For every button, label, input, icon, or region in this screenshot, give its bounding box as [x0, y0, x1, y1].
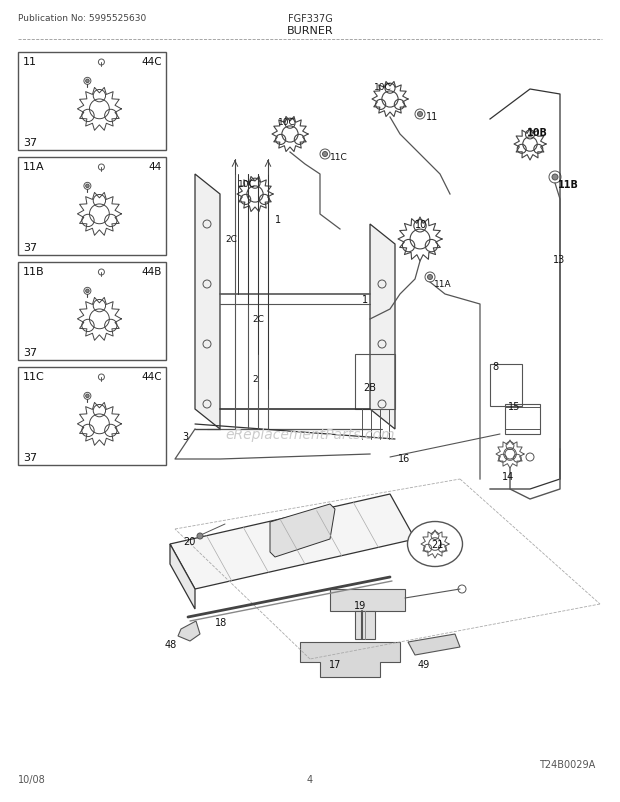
Text: 11: 11: [426, 111, 438, 122]
Text: 37: 37: [23, 452, 37, 463]
Text: 1: 1: [275, 215, 281, 225]
Text: 48: 48: [165, 639, 177, 649]
Text: 13: 13: [553, 255, 565, 265]
Text: 21: 21: [431, 539, 443, 549]
Polygon shape: [370, 225, 395, 429]
Text: 44: 44: [149, 162, 162, 172]
Text: T24B0029A: T24B0029A: [539, 759, 595, 769]
Circle shape: [417, 112, 422, 117]
Polygon shape: [195, 175, 220, 429]
Text: 10C: 10C: [278, 118, 296, 127]
Bar: [355, 354, 395, 410]
Text: 11A: 11A: [23, 162, 45, 172]
Polygon shape: [178, 622, 200, 642]
Bar: [18, 53, 166, 151]
Text: 10: 10: [415, 220, 427, 229]
Text: 15: 15: [508, 402, 520, 411]
Text: 10C: 10C: [238, 180, 255, 188]
Circle shape: [86, 290, 89, 294]
Text: 11B: 11B: [558, 180, 579, 190]
Bar: [355, 611, 375, 639]
Text: 11C: 11C: [330, 153, 348, 162]
Circle shape: [197, 533, 203, 539]
Ellipse shape: [407, 522, 463, 567]
Bar: [18, 367, 166, 465]
Text: 2: 2: [252, 375, 258, 383]
Text: 37: 37: [23, 347, 37, 358]
Circle shape: [86, 184, 89, 188]
Circle shape: [86, 80, 89, 83]
Bar: [505, 404, 540, 435]
Text: 4: 4: [307, 774, 313, 784]
Text: 19: 19: [354, 600, 366, 610]
Text: 11: 11: [23, 57, 37, 67]
Text: 2C: 2C: [225, 235, 237, 244]
Text: 16: 16: [398, 453, 410, 464]
Circle shape: [552, 175, 558, 180]
Bar: [490, 365, 522, 407]
Circle shape: [322, 152, 327, 157]
Polygon shape: [170, 545, 195, 610]
Bar: [18, 263, 166, 361]
Text: 18: 18: [215, 618, 228, 627]
Polygon shape: [300, 642, 400, 677]
Text: 11C: 11C: [23, 371, 45, 382]
Text: 44C: 44C: [141, 371, 162, 382]
Text: 8: 8: [492, 362, 498, 371]
Text: 2C: 2C: [252, 314, 264, 323]
Text: eReplacementParts.com: eReplacementParts.com: [225, 427, 395, 441]
Text: 10/08: 10/08: [18, 774, 46, 784]
Circle shape: [428, 275, 433, 280]
Text: 20: 20: [183, 537, 195, 546]
Text: 11A: 11A: [434, 280, 451, 289]
Text: 14: 14: [502, 472, 514, 481]
Text: 37: 37: [23, 243, 37, 253]
Circle shape: [86, 395, 89, 398]
Text: 10B: 10B: [527, 128, 548, 138]
Polygon shape: [170, 494, 415, 589]
Text: 11B: 11B: [23, 267, 45, 277]
Text: 10C: 10C: [374, 83, 392, 92]
Polygon shape: [270, 504, 335, 557]
Text: 1: 1: [362, 294, 368, 305]
Text: 44B: 44B: [141, 267, 162, 277]
Text: 44C: 44C: [141, 57, 162, 67]
Text: 2B: 2B: [363, 383, 376, 392]
Text: 3: 3: [182, 431, 188, 441]
Bar: [18, 158, 166, 256]
Text: 49: 49: [418, 659, 430, 669]
Polygon shape: [408, 634, 460, 655]
Bar: [330, 589, 405, 611]
Text: 37: 37: [23, 138, 37, 148]
Text: Publication No: 5995525630: Publication No: 5995525630: [18, 14, 146, 23]
Text: FGF337G: FGF337G: [288, 14, 332, 24]
Text: BURNER: BURNER: [286, 26, 334, 36]
Text: 17: 17: [329, 659, 341, 669]
